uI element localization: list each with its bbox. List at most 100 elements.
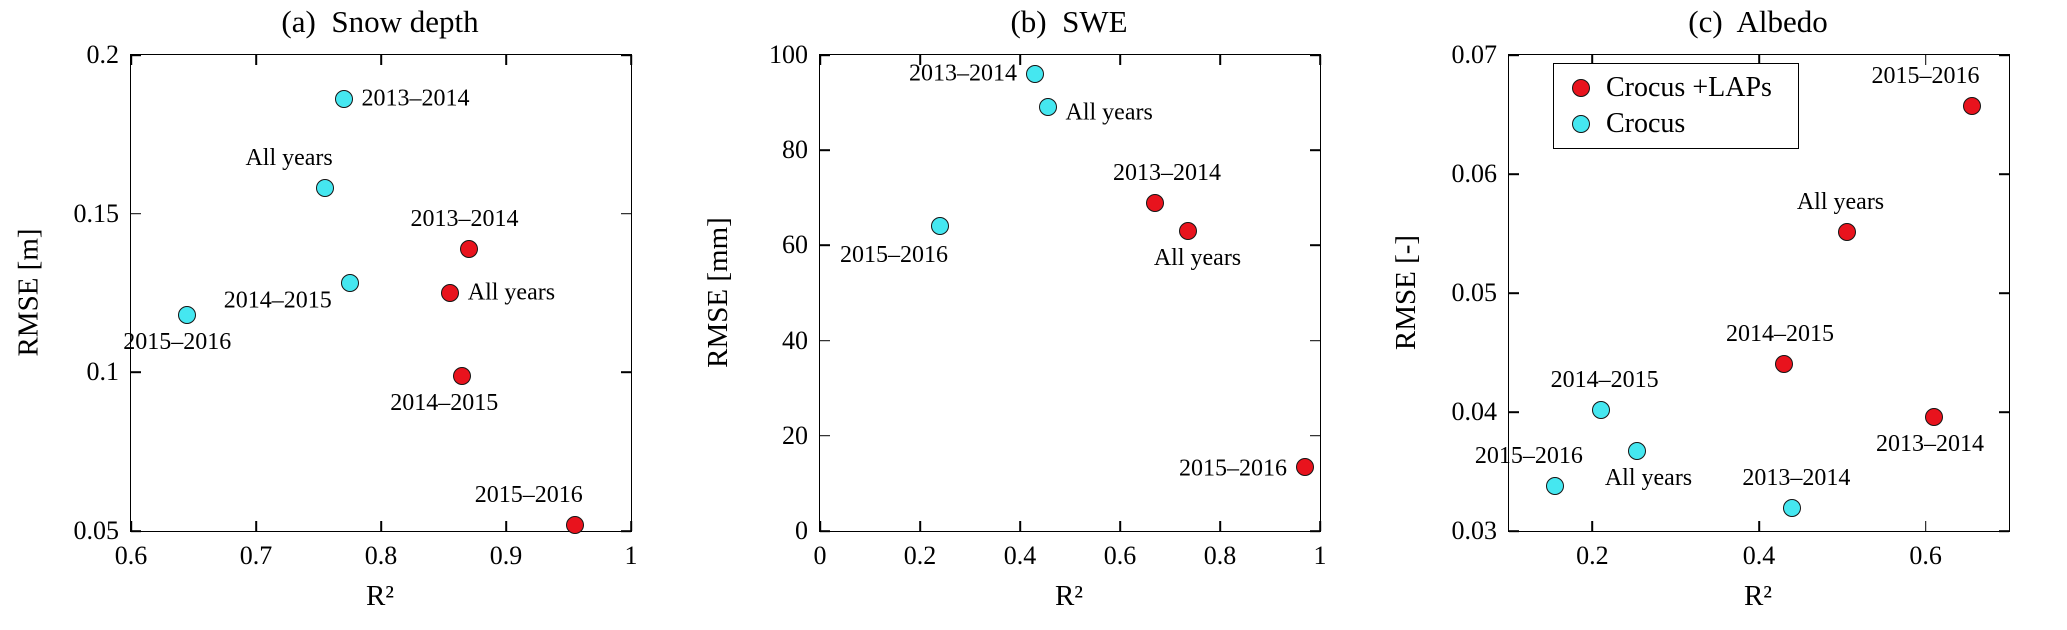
data-point-crocus-laps [440,284,459,302]
plot-area: 0.2 0.4 0.6 0.03 0.04 0.05 0.06 0.07 2015–2016 Al… [1452,40,2010,570]
y-tick-label: 0.03 [1451,516,1498,545]
panel-snow-depth: (a) Snow depth RMSE [m] 0.6 0.7 0.8 0.9 1 0.0… [0,0,689,630]
x-tick-mark [1219,521,1221,531]
x-tick-mark [1591,55,1594,65]
x-tick-label: 0.2 [903,541,937,570]
y-tick-mark [1509,411,1519,413]
x-tick-mark [630,55,632,65]
data-point-label: All years [1065,99,1153,126]
data-point-crocus-laps [1925,407,1943,426]
panel-swe: (b) SWE RMSE [mm] 0 0.2 0.4 0.6 0.8 1 0 20 40 60 8… [689,0,1378,630]
data-point-crocus-laps [1296,457,1314,476]
x-tick-mark [819,521,821,531]
y-tick-mark [1509,54,1519,56]
legend: Crocus +LAPs Crocus [1553,63,1799,149]
y-tick-mark [1999,292,2009,294]
x-tick-mark [819,55,821,65]
x-tick-mark [1019,55,1021,65]
data-point-label: All years [245,145,333,172]
legend-marker-dot [1572,115,1590,133]
x-tick-label: 0.9 [489,541,523,570]
data-point-label: All years [1796,189,1885,216]
y-tick-label: 80 [782,135,808,165]
data-point-label: 2015–2016 [840,242,948,269]
x-tick-mark [1319,521,1321,531]
y-tick-label: 0.06 [1451,159,1498,188]
data-point-label: 2014–2015 [223,287,332,314]
x-tick-mark [919,521,921,531]
legend-entry: Crocus [1572,108,1772,140]
x-tick-mark [130,521,132,531]
y-tick-label: 40 [782,325,808,355]
x-tick-mark [1219,55,1221,65]
y-tick-mark [1999,530,2009,532]
y-tick-label: 100 [769,40,808,69]
x-tick-mark [1924,521,1927,531]
y-tick-mark [621,530,631,532]
data-point-label: 2015–2016 [123,329,232,356]
data-point-label: 2014–2015 [390,389,499,416]
y-tick-label: 0.1 [86,357,120,387]
y-tick-mark [820,435,830,437]
legend-label: Crocus +LAPs [1606,72,1772,103]
x-tick-label: 1 [1313,541,1327,570]
legend-marker-dot [1572,79,1590,97]
data-point-crocus [1627,442,1646,461]
y-axis-label-wrap: RMSE [m] [0,54,58,530]
y-tick-mark [1509,173,1519,175]
y-tick-mark [621,54,631,56]
data-point-crocus-laps [453,366,472,385]
y-tick-mark [621,212,631,215]
data-point-label: 2014–2015 [1550,366,1659,393]
x-tick-mark [1319,55,1321,65]
data-point-crocus [178,306,197,325]
data-point-crocus-laps [565,515,584,534]
x-tick-mark [1119,55,1121,65]
y-tick-mark [1999,54,2009,56]
data-point-label: All years [1604,465,1693,492]
chart-title-swe: (b) SWE [1010,4,1128,39]
y-axis-label-wrap: RMSE [-] [1378,54,1436,530]
data-point-crocus [1545,476,1564,495]
data-point-crocus-laps [1178,222,1197,241]
x-tick-label: 0.6 [1909,541,1942,570]
x-axis-label: R² [1054,580,1084,612]
x-tick-mark [1019,521,1021,531]
data-point-crocus [1026,65,1044,84]
y-tick-mark [1509,530,1519,532]
y-axis-label: RMSE [m] [12,227,45,357]
x-tick-mark [630,521,632,531]
x-tick-mark [1758,55,1760,65]
data-point-label: 2013–2014 [909,60,1017,87]
data-point-label: 2014–2015 [1726,321,1834,348]
x-tick-label: 0.2 [1576,541,1609,570]
x-tick-mark [505,521,507,531]
data-point-crocus [931,217,949,236]
y-axis-label-wrap: RMSE [mm] [689,54,747,530]
x-tick-label: 0.6 [1103,541,1137,570]
y-tick-mark [1310,435,1320,437]
x-tick-mark [919,55,921,65]
data-point-crocus [1038,98,1057,117]
data-point-label: 2013–2014 [410,205,519,232]
x-axis-label: R² [365,580,395,612]
x-tick-mark [130,55,132,65]
x-tick-mark [1119,521,1121,531]
x-tick-label: 0 [813,541,827,570]
x-tick-mark [1758,521,1760,531]
data-point-crocus-laps [1962,97,1981,116]
y-tick-label: 0.07 [1451,40,1498,69]
x-tick-mark [255,521,257,531]
y-tick-label: 0.2 [86,40,120,69]
chart-title-snow-depth: (a) Snow depth [281,4,479,39]
x-tick-label: 1 [624,541,638,570]
y-tick-label: 0.04 [1451,397,1498,426]
data-point-label: 2015–2016 [1179,455,1287,482]
x-tick-mark [1924,55,1927,65]
y-tick-mark [820,149,830,151]
y-tick-label: 20 [782,420,808,450]
y-tick-mark [1310,244,1320,247]
x-tick-mark [380,521,382,531]
x-tick-mark [1591,521,1594,531]
y-tick-label: 0 [795,516,808,545]
